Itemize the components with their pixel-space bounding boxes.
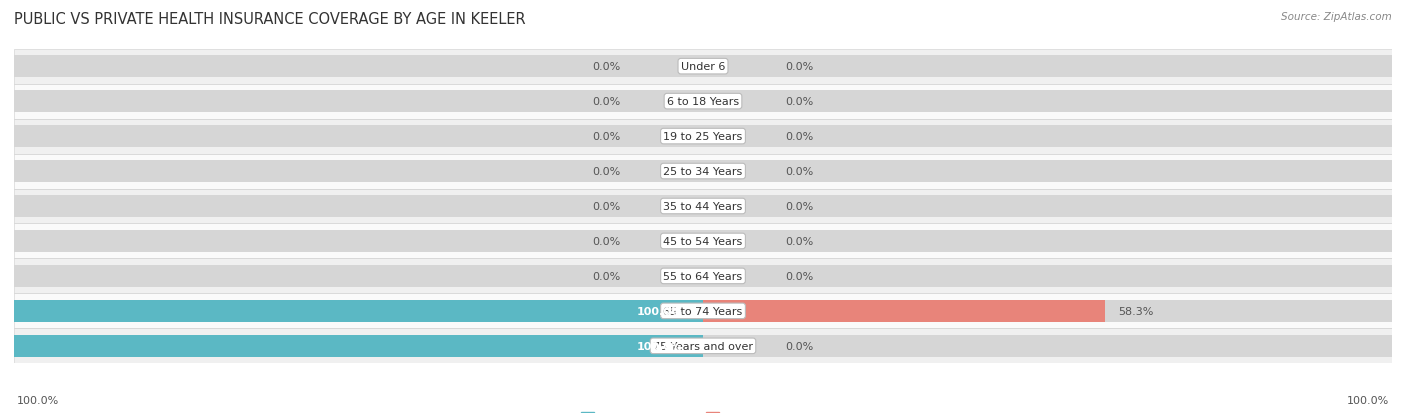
Bar: [14, 224, 1392, 259]
Text: 100.0%: 100.0%: [637, 306, 682, 316]
Bar: [14, 91, 703, 113]
Text: 100.0%: 100.0%: [637, 341, 682, 351]
Text: PUBLIC VS PRIVATE HEALTH INSURANCE COVERAGE BY AGE IN KEELER: PUBLIC VS PRIVATE HEALTH INSURANCE COVER…: [14, 12, 526, 27]
Text: Under 6: Under 6: [681, 62, 725, 72]
Bar: [14, 119, 1392, 154]
Bar: [14, 266, 703, 287]
Text: 0.0%: 0.0%: [592, 97, 620, 107]
Bar: [14, 294, 1392, 329]
Bar: [703, 126, 1392, 147]
Text: 0.0%: 0.0%: [592, 62, 620, 72]
Bar: [14, 56, 703, 78]
Text: 0.0%: 0.0%: [592, 166, 620, 177]
Bar: [703, 196, 1392, 217]
Text: 75 Years and over: 75 Years and over: [652, 341, 754, 351]
Text: 25 to 34 Years: 25 to 34 Years: [664, 166, 742, 177]
Text: 0.0%: 0.0%: [786, 271, 814, 281]
Bar: [14, 196, 703, 217]
Bar: [703, 161, 1392, 183]
Text: Source: ZipAtlas.com: Source: ZipAtlas.com: [1281, 12, 1392, 22]
Text: 0.0%: 0.0%: [592, 132, 620, 142]
Bar: [703, 91, 1392, 113]
Text: 100.0%: 100.0%: [17, 395, 59, 405]
Legend: Public Insurance, Private Insurance: Public Insurance, Private Insurance: [576, 408, 830, 413]
Bar: [14, 300, 703, 322]
Bar: [14, 335, 703, 357]
Text: 100.0%: 100.0%: [1347, 395, 1389, 405]
Text: 0.0%: 0.0%: [786, 97, 814, 107]
Bar: [703, 300, 1392, 322]
Text: 65 to 74 Years: 65 to 74 Years: [664, 306, 742, 316]
Text: 6 to 18 Years: 6 to 18 Years: [666, 97, 740, 107]
Text: 0.0%: 0.0%: [786, 62, 814, 72]
Text: 0.0%: 0.0%: [786, 166, 814, 177]
Text: 0.0%: 0.0%: [592, 271, 620, 281]
Bar: [703, 56, 1392, 78]
Text: 0.0%: 0.0%: [786, 132, 814, 142]
Bar: [14, 329, 1392, 363]
Bar: [703, 300, 1105, 322]
Text: 35 to 44 Years: 35 to 44 Years: [664, 202, 742, 211]
Bar: [14, 259, 1392, 294]
Text: 45 to 54 Years: 45 to 54 Years: [664, 236, 742, 247]
Bar: [703, 266, 1392, 287]
Text: 0.0%: 0.0%: [786, 341, 814, 351]
Bar: [703, 230, 1392, 252]
Text: 0.0%: 0.0%: [592, 202, 620, 211]
Text: 0.0%: 0.0%: [786, 236, 814, 247]
Bar: [14, 189, 1392, 224]
Bar: [703, 335, 1392, 357]
Text: 19 to 25 Years: 19 to 25 Years: [664, 132, 742, 142]
Bar: [14, 230, 703, 252]
Text: 0.0%: 0.0%: [592, 236, 620, 247]
Text: 55 to 64 Years: 55 to 64 Years: [664, 271, 742, 281]
Text: 58.3%: 58.3%: [1118, 306, 1154, 316]
Bar: [14, 84, 1392, 119]
Bar: [14, 126, 703, 147]
Bar: [14, 161, 703, 183]
Text: 0.0%: 0.0%: [786, 202, 814, 211]
Bar: [14, 335, 703, 357]
Bar: [14, 154, 1392, 189]
Bar: [14, 50, 1392, 84]
Bar: [14, 300, 703, 322]
